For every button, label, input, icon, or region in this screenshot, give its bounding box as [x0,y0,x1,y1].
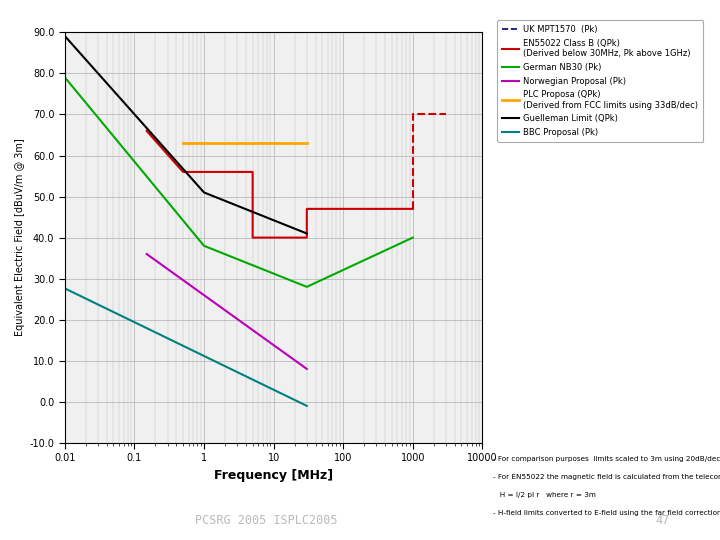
UK MPT1570  (Pk) [60,28,69,35]
German NB30 (Pk) [199,242,208,249]
EN55022 Class B (QPk)
(Derived below 30MHz, Pk above 1GHz) [408,206,417,212]
PLC Proposa (QPk)
(Derived from FCC limits using 33dB/dec) [179,140,187,146]
Norwegian Proposal (Pk) [302,366,311,372]
Y-axis label: Equivalent Electric Field [dBuV/m @ 3m]: Equivalent Electric Field [dBuV/m @ 3m] [15,139,25,336]
Line: BBC Proposal (Pk): BBC Proposal (Pk) [62,287,307,406]
Guelleman Limit (QPk) [58,29,66,36]
Text: - For comparison purposes  limits scaled to 3m using 20dB/dec except PLC proposa: - For comparison purposes limits scaled … [493,456,720,462]
Guelleman Limit (QPk) [199,189,208,195]
EN55022 Class B (QPk)
(Derived below 30MHz, Pk above 1GHz) [179,168,187,175]
Line: German NB30 (Pk): German NB30 (Pk) [62,73,413,287]
German NB30 (Pk) [408,234,417,241]
EN55022 Class B (QPk)
(Derived below 30MHz, Pk above 1GHz) [143,127,151,134]
BBC Proposal (Pk) [58,284,66,290]
Guelleman Limit (QPk) [302,230,311,237]
Line: EN55022 Class B (QPk)
(Derived below 30MHz, Pk above 1GHz): EN55022 Class B (QPk) (Derived below 30M… [147,131,413,238]
German NB30 (Pk) [302,284,311,290]
Text: H = I/2 pI r   where r = 3m: H = I/2 pI r where r = 3m [493,492,596,498]
German NB30 (Pk) [302,284,311,290]
PLC Proposa (QPk)
(Derived from FCC limits using 33dB/dec) [302,140,311,146]
X-axis label: Frequency [MHz]: Frequency [MHz] [214,469,333,482]
Legend: UK MPT1570  (Pk), EN55022 Class B (QPk)
(Derived below 30MHz, Pk above 1GHz), Ge: UK MPT1570 (Pk), EN55022 Class B (QPk) (… [498,21,703,141]
EN55022 Class B (QPk)
(Derived below 30MHz, Pk above 1GHz) [179,168,187,175]
Text: 47: 47 [655,514,670,526]
German NB30 (Pk) [199,242,208,249]
Line: Guelleman Limit (QPk): Guelleman Limit (QPk) [62,32,307,233]
EN55022 Class B (QPk)
(Derived below 30MHz, Pk above 1GHz) [248,234,257,241]
Text: - For EN55022 the magnetic field is calculated from the telecom port common mode: - For EN55022 the magnetic field is calc… [493,474,720,480]
BBC Proposal (Pk) [302,403,311,409]
Line: Norwegian Proposal (Pk): Norwegian Proposal (Pk) [147,254,307,369]
Text: PCSRG 2005 ISPLC2005: PCSRG 2005 ISPLC2005 [195,514,338,526]
German NB30 (Pk) [58,70,66,77]
EN55022 Class B (QPk)
(Derived below 30MHz, Pk above 1GHz) [302,234,311,241]
EN55022 Class B (QPk)
(Derived below 30MHz, Pk above 1GHz) [302,206,311,212]
Text: - H-field limits converted to E-field using the far field correction of 51.5 dB: - H-field limits converted to E-field us… [493,510,720,516]
UK MPT1570  (Pk) [302,28,311,35]
Norwegian Proposal (Pk) [143,251,151,257]
EN55022 Class B (QPk)
(Derived below 30MHz, Pk above 1GHz) [248,168,257,175]
